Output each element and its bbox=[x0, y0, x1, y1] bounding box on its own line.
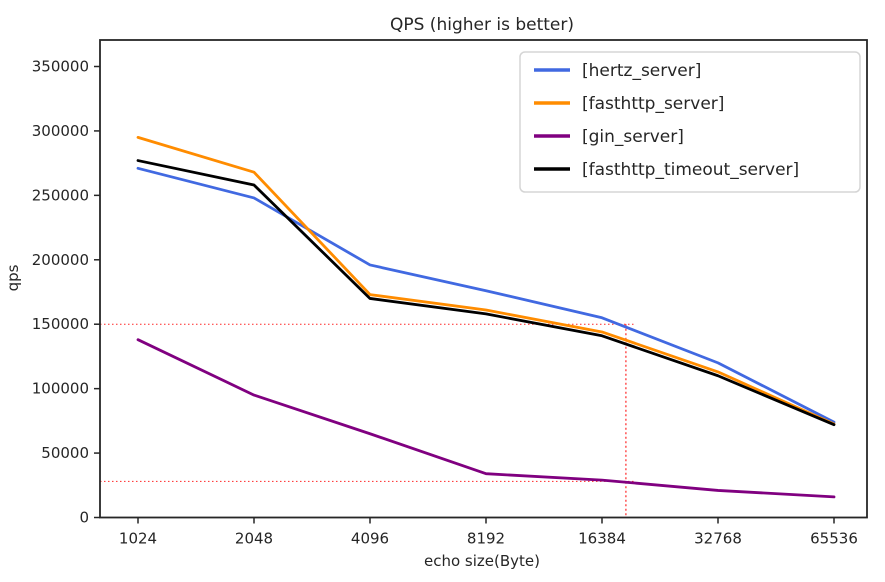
y-tick-label-100000: 100000 bbox=[32, 380, 89, 398]
y-tick-label-250000: 250000 bbox=[32, 186, 89, 204]
legend-box bbox=[519, 51, 861, 193]
plot-area: 0 50000 100000 150000 200000 250000 300000 3500… bbox=[32, 39, 868, 548]
series-line-fasthttp_server bbox=[136, 135, 836, 426]
legend-item-fasthttp_server: [fasthttp_server] bbox=[534, 94, 724, 114]
y-tick-label-150000: 150000 bbox=[32, 315, 89, 333]
series-line-gin_server bbox=[136, 338, 836, 499]
x-tick-label-2048: 2048 bbox=[235, 530, 273, 548]
x-tick-label-8192: 8192 bbox=[467, 530, 505, 548]
legend-label-fasthttp_server: [fasthttp_server] bbox=[582, 94, 724, 114]
y-tick-label-350000: 350000 bbox=[32, 58, 89, 76]
y-tick-label-200000: 200000 bbox=[32, 251, 89, 269]
y-tick-label-0: 0 bbox=[79, 509, 89, 527]
legend-item-fasthttp_timeout_server: [fasthttp_timeout_server] bbox=[534, 160, 799, 180]
legend: [hertz_server] [fasthttp_server] [gin_serv… bbox=[519, 51, 861, 193]
x-tick-label-4096: 4096 bbox=[351, 530, 389, 548]
legend-item-gin_server: [gin_server] bbox=[534, 127, 684, 147]
x-tick-label-1024: 1024 bbox=[119, 530, 157, 548]
y-tick-label-50000: 50000 bbox=[41, 444, 89, 462]
x-tick-label-65536: 65536 bbox=[810, 530, 858, 548]
x-tick-label-32768: 32768 bbox=[694, 530, 742, 548]
x-axis-label: echo size(Byte) bbox=[424, 552, 540, 570]
legend-label-fasthttp_timeout_server: [fasthttp_timeout_server] bbox=[582, 160, 799, 180]
y-axis-label: qps bbox=[4, 264, 22, 291]
y-tick-label-300000: 300000 bbox=[32, 122, 89, 140]
plot-frame bbox=[99, 39, 868, 519]
legend-item-hertz_server: [hertz_server] bbox=[534, 61, 701, 81]
series-line-hertz_server bbox=[136, 166, 836, 424]
series-line-fasthttp_timeout_server bbox=[136, 159, 836, 427]
chart-title: QPS (higher is better) bbox=[390, 15, 574, 35]
legend-label-hertz_server: [hertz_server] bbox=[582, 61, 701, 81]
legend-label-gin_server: [gin_server] bbox=[582, 127, 684, 147]
x-tick-label-16384: 16384 bbox=[578, 530, 626, 548]
